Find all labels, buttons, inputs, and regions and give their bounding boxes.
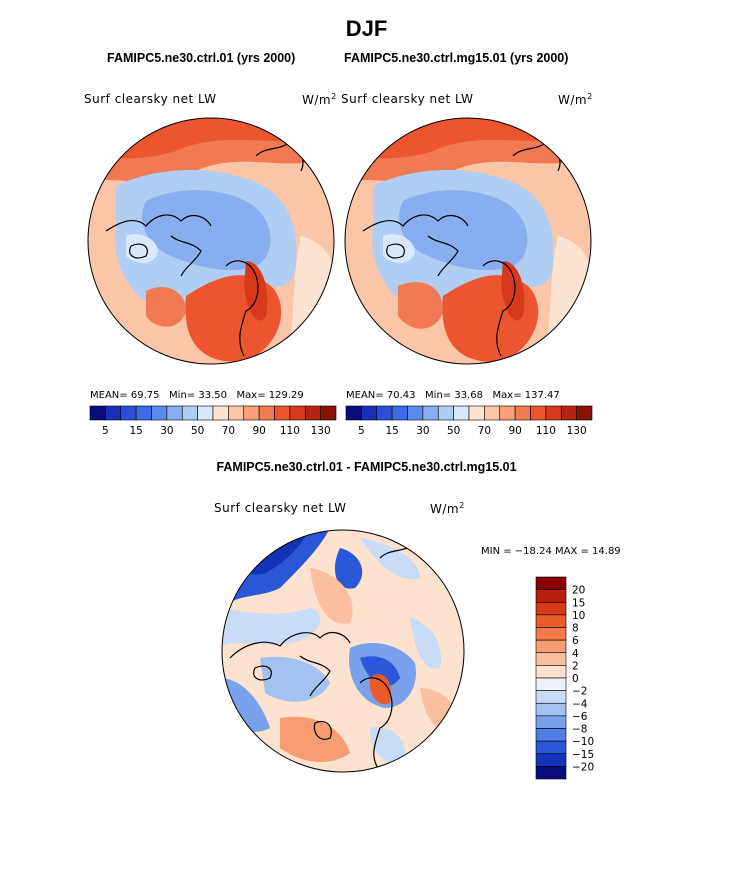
diff-colorbar-swatch-12 <box>535 728 567 742</box>
panel1-colorbar-swatch-4 <box>151 405 168 421</box>
panel2-colorbar-swatch-7 <box>453 405 470 421</box>
diff-colorbar-tick-label: −8 <box>572 724 587 736</box>
panel1-colorbar-swatch-9 <box>228 405 245 421</box>
panel2-units: W/m2 <box>558 92 593 107</box>
panel2-colorbar-tick-label: 5 <box>358 425 365 437</box>
panel2-colorbar: 5 15 30 50 70 90 110 130 <box>345 405 593 437</box>
panel2-colorbar-swatch-10 <box>499 405 516 421</box>
panel2-colorbar-swatch-13 <box>545 405 562 421</box>
panel2-colorbar-swatch-0 <box>345 405 362 421</box>
diff-colorbar-tick-label: 10 <box>572 610 585 622</box>
diff-minmax: MIN = −18.24 MAX = 14.89 <box>481 546 621 557</box>
diff-colorbar-swatch-6 <box>535 652 567 666</box>
panel1-colorbar-swatch-15 <box>320 405 337 421</box>
panel1-colorbar-swatch-0 <box>89 405 106 421</box>
diff-colorbar-tick-label: 6 <box>572 635 579 647</box>
panel2-colorbar-swatch-4 <box>407 405 424 421</box>
panel2-colorbar-tick-label: 90 <box>508 425 521 437</box>
panel1-colorbar: 5 15 30 50 70 90 110 130 <box>89 405 337 437</box>
diff-colorbar-swatch-3 <box>535 614 567 628</box>
panel2-colorbar-tick-label: 110 <box>536 425 556 437</box>
diff-colorbar-swatch-14 <box>535 753 567 767</box>
panel1-colorbar-swatch-14 <box>304 405 321 421</box>
panel1-colorbar-swatch-5 <box>166 405 183 421</box>
panel1-colorbar-tick-label: 110 <box>280 425 300 437</box>
diff-colorbar-tick-label: 4 <box>572 648 579 660</box>
diff-colorbar-swatch-4 <box>535 627 567 641</box>
diff-colorbar-tick-label: 2 <box>572 660 579 672</box>
panel2-colorbar-swatch-9 <box>484 405 501 421</box>
panel2-colorbar-swatch-15 <box>576 405 593 421</box>
panel2-colorbar-swatch-2 <box>376 405 393 421</box>
diff-colorbar-swatch-2 <box>535 601 567 616</box>
panel1-colorbar-tick-label: 70 <box>222 425 235 437</box>
diff-variable-label: Surf clearsky net LW <box>214 501 347 515</box>
panel1-colorbar-swatch-13 <box>289 405 306 421</box>
panel1-units: W/m2 <box>302 92 337 107</box>
panel1-colorbar-swatch-2 <box>120 405 137 421</box>
diff-colorbar-swatch-5 <box>535 639 567 654</box>
diff-units: W/m2 <box>430 501 465 516</box>
diff-colorbar-swatch-10 <box>535 702 567 717</box>
diff-map <box>221 529 465 773</box>
diff-subtitle: FAMIPC5.ne30.ctrl.01 - FAMIPC5.ne30.ctrl… <box>216 460 517 474</box>
panel2-colorbar-swatch-6 <box>437 405 454 421</box>
panel2-subtitle: FAMIPC5.ne30.ctrl.mg15.01 (yrs 2000) <box>344 51 569 65</box>
diff-colorbar-tick-label: −10 <box>572 736 594 748</box>
panel2-colorbar-tick-label: 50 <box>447 425 460 437</box>
panel2-colorbar-swatch-11 <box>514 405 531 421</box>
panel1-colorbar-swatch-12 <box>274 405 291 421</box>
figure-title: DJF <box>345 16 388 41</box>
diff-colorbar-tick-label: 15 <box>572 597 585 609</box>
panel1-colorbar-swatch-10 <box>243 405 260 421</box>
panel1-subtitle: FAMIPC5.ne30.ctrl.01 (yrs 2000) <box>107 51 296 65</box>
panel2-colorbar-swatch-14 <box>560 405 577 421</box>
panel1-colorbar-tick-label: 15 <box>129 425 142 437</box>
panel2-colorbar-swatch-12 <box>530 405 547 421</box>
panel1-variable-label: Surf clearsky net LW <box>84 92 217 106</box>
diff-colorbar-tick-label: −4 <box>572 698 588 710</box>
panel2-colorbar-swatch-3 <box>391 405 408 421</box>
diff-colorbar-tick-label: −6 <box>572 711 588 723</box>
diff-colorbar-swatch-0 <box>535 576 567 590</box>
panel1-colorbar-swatch-7 <box>197 405 214 421</box>
panel1-colorbar-tick-label: 130 <box>311 425 331 437</box>
panel1-colorbar-tick-label: 50 <box>191 425 204 437</box>
panel1-colorbar-swatch-11 <box>258 405 275 421</box>
panel1-map <box>87 117 335 365</box>
panel1-colorbar-swatch-6 <box>181 405 198 421</box>
panel1-colorbar-tick-label: 30 <box>160 425 173 437</box>
diff-colorbar-swatch-13 <box>535 740 567 755</box>
panel2-stats: MEAN= 70.43 Min= 33.68 Max= 137.47 <box>346 390 560 401</box>
panel1-colorbar-swatch-8 <box>212 405 229 421</box>
diff-colorbar-swatch-15 <box>535 766 567 780</box>
panel1-colorbar-tick-label: 90 <box>252 425 265 437</box>
diff-colorbar-tick-label: 8 <box>572 623 579 635</box>
diff-colorbar-swatch-1 <box>535 589 567 603</box>
diff-colorbar-swatch-9 <box>535 690 567 704</box>
diff-colorbar-swatch-8 <box>535 677 567 691</box>
panel1-stats: MEAN= 69.75 Min= 33.50 Max= 129.29 <box>90 390 304 401</box>
panel1-colorbar-swatch-3 <box>135 405 152 421</box>
diff-colorbar-tick-label: −20 <box>572 761 594 773</box>
panel2-colorbar-swatch-5 <box>422 405 439 421</box>
panel2-variable-label: Surf clearsky net LW <box>341 92 474 106</box>
panel2-colorbar-tick-label: 30 <box>416 425 429 437</box>
panel1-colorbar-swatch-1 <box>105 405 122 421</box>
panel2-map <box>344 117 592 365</box>
diff-colorbar-tick-label: 0 <box>572 673 579 685</box>
panel1-colorbar-tick-label: 5 <box>102 425 109 437</box>
panel2-colorbar-tick-label: 130 <box>567 425 587 437</box>
panel2-colorbar-swatch-1 <box>361 405 378 421</box>
panel2-colorbar-tick-label: 70 <box>478 425 491 437</box>
panel2-colorbar-swatch-8 <box>468 405 485 421</box>
panel2-colorbar-tick-label: 15 <box>385 425 398 437</box>
diff-colorbar-tick-label: −15 <box>572 749 594 761</box>
diff-colorbar-tick-label: 20 <box>572 585 585 597</box>
diff-colorbar-tick-label: −2 <box>572 686 587 698</box>
diff-colorbar-swatch-7 <box>535 665 567 679</box>
diff-colorbar-swatch-11 <box>535 715 567 729</box>
